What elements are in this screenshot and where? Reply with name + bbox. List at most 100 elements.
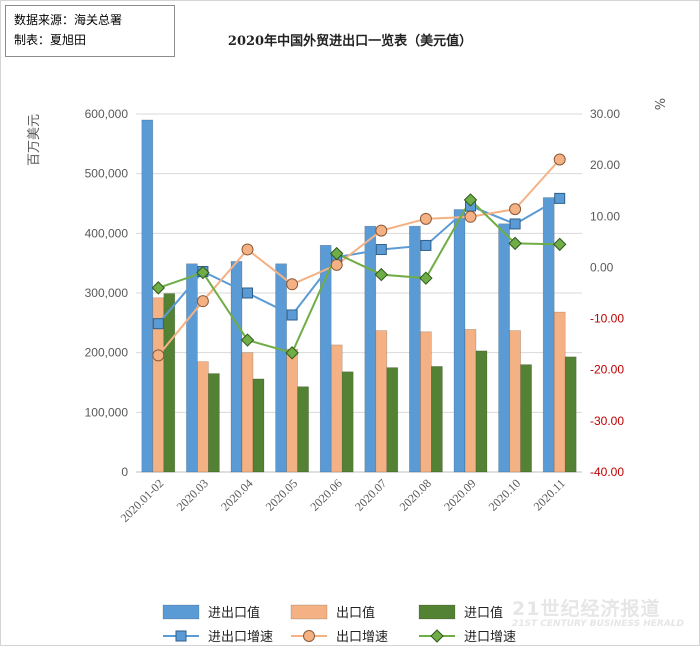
point---4: [330, 258, 343, 271]
bar---5: [386, 367, 399, 473]
source-note-line-2: 制表：夏旭田: [14, 33, 87, 47]
point---8: [509, 203, 522, 216]
point---0: [151, 281, 166, 295]
point---3: [285, 346, 299, 360]
bar---8: [520, 364, 532, 473]
bar---7: [475, 350, 488, 473]
point---9: [552, 237, 567, 252]
line--: [157, 198, 560, 355]
line--: [157, 197, 561, 325]
point---5: [375, 224, 388, 237]
y-axis-label: 百万美元: [27, 114, 42, 166]
point---0: [152, 349, 165, 362]
point---9: [553, 153, 566, 166]
y2-tick-label: -10.00: [590, 312, 624, 326]
y2-tick-label: 30.00: [590, 107, 620, 121]
point---2: [240, 333, 255, 347]
legend-label: 进口值: [464, 605, 503, 621]
bar---6: [431, 366, 443, 473]
point---3: [286, 278, 299, 291]
bar---3: [297, 386, 309, 473]
legend-label: 进出口值: [208, 605, 260, 621]
x-tick-label: 2020.05: [263, 476, 300, 513]
bar---7: [453, 209, 466, 473]
point---8: [509, 218, 521, 230]
y2-tick-label: -30.00: [590, 414, 624, 428]
bar---6: [409, 225, 421, 473]
bar---3: [275, 263, 287, 473]
bar---2: [230, 261, 243, 473]
y-tick-label: 0: [121, 465, 128, 479]
bar---5: [375, 330, 388, 473]
point---4: [329, 246, 344, 261]
bar---2: [252, 378, 265, 473]
bar---1: [186, 263, 198, 473]
point---0: [152, 318, 164, 330]
point---7: [464, 210, 477, 223]
point---6: [420, 239, 432, 251]
legend-label: 出口增速: [336, 630, 388, 645]
bar---0: [141, 119, 154, 473]
x-tick-label: 2020.04: [218, 476, 255, 513]
bar---3: [286, 348, 298, 473]
point---2: [241, 243, 254, 256]
legend-label: 出口值: [336, 605, 375, 621]
y2-tick-label: 0.00: [590, 260, 614, 274]
point---6: [419, 271, 433, 285]
bar---1: [197, 361, 209, 473]
point---5: [374, 267, 389, 282]
legend-label: 进口增速: [464, 630, 516, 645]
bar---5: [364, 225, 377, 473]
legend-label: 进出口增速: [208, 630, 273, 645]
bar---1: [208, 373, 220, 473]
source-note-box: 数据来源：海关总署 制表：夏旭田: [5, 5, 175, 57]
y2-tick-label: -40.00: [590, 465, 624, 479]
bar---9: [542, 197, 555, 473]
x-tick-label: 2020.09: [441, 476, 478, 513]
legend-swatch--: [162, 604, 200, 620]
legend-swatch--: [418, 604, 456, 620]
y2-tick-label: -20.00: [590, 363, 624, 377]
legend-marker: [430, 629, 444, 643]
y-tick-label: 500,000: [85, 167, 129, 181]
y-tick-label: 200,000: [85, 346, 129, 360]
bar---9: [553, 311, 566, 473]
chart-title: 2020年中国外贸进出口一览表（美元值）: [227, 34, 473, 49]
x-tick-label: 2020.03: [174, 476, 211, 513]
point---5: [375, 244, 387, 256]
bar---7: [464, 329, 477, 473]
x-tick-label: 2020.10: [486, 476, 523, 513]
x-tick-label: 2020.07: [352, 476, 389, 513]
y2-axis-label: %: [651, 98, 666, 110]
line--: [157, 158, 561, 357]
point---1: [196, 295, 209, 308]
bar---9: [564, 356, 577, 473]
bar---8: [509, 330, 521, 473]
point---8: [508, 236, 522, 251]
legend-marker: [175, 630, 187, 642]
x-tick-label: 2020.06: [307, 476, 344, 513]
y-tick-label: 600,000: [85, 107, 129, 121]
point---3: [286, 309, 298, 321]
y2-tick-label: 10.00: [590, 209, 620, 223]
source-note-line-1: 数据来源：海关总署: [14, 13, 123, 27]
bar---2: [241, 352, 254, 473]
x-tick-label: 2020.01-02: [118, 476, 167, 525]
bar---6: [420, 331, 432, 473]
bar---4: [341, 371, 354, 473]
point---7: [463, 193, 478, 207]
y-tick-label: 400,000: [85, 226, 129, 240]
bar---4: [330, 344, 343, 473]
y2-tick-label: 20.00: [590, 158, 620, 172]
y-tick-label: 300,000: [85, 286, 129, 300]
legend-swatch--: [290, 604, 328, 620]
point---6: [419, 212, 432, 225]
point---2: [242, 287, 253, 299]
x-tick-label: 2020.08: [397, 476, 434, 513]
point---1: [196, 265, 210, 280]
bar---0: [163, 293, 176, 473]
bar---8: [498, 223, 510, 473]
x-tick-label: 2020.11: [531, 476, 568, 513]
